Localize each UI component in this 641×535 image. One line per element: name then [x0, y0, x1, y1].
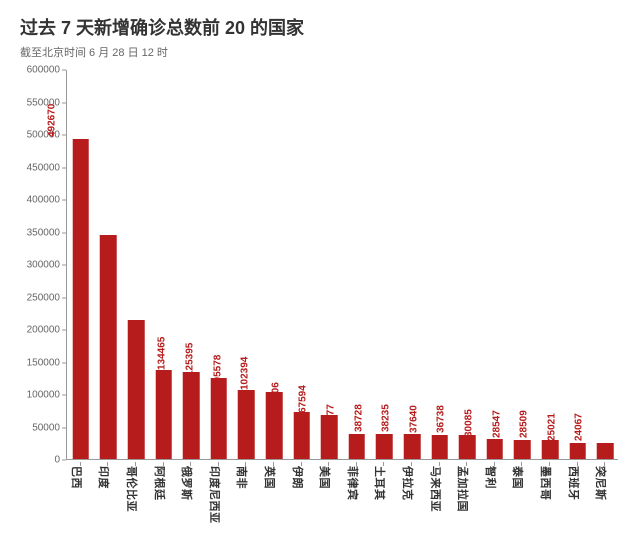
bar-slot: 105578: [233, 70, 261, 459]
bar-slot: 38977: [343, 70, 371, 459]
bar-slot: 492670: [67, 70, 95, 459]
y-tick-label: 450000: [27, 162, 60, 173]
bar: 136458: [155, 370, 172, 459]
x-category-label: 俄罗斯: [179, 466, 195, 501]
bar-slot: 30085: [481, 70, 509, 459]
bar-value-label: 24067: [574, 414, 585, 444]
chart-container: 过去 7 天新增确诊总数前 20 的国家 截至北京时间 6 月 28 日 12 …: [0, 0, 641, 535]
chart-subtitle: 截至北京时间 6 月 28 日 12 时: [20, 44, 621, 60]
bar: 105578: [238, 390, 255, 459]
bar: 28547: [514, 440, 531, 459]
bar-slot: 134465: [177, 70, 205, 459]
x-category-label: 哥伦比亚: [124, 466, 140, 512]
bar-slot: 67594: [315, 70, 343, 459]
bar: 24067: [597, 443, 614, 459]
x-category-label: 巴西: [69, 466, 85, 489]
bar: 134465: [183, 372, 200, 459]
bar: 37640: [431, 435, 448, 459]
y-axis: 0500001000001500002000002500003000003500…: [20, 70, 66, 460]
y-tick-label: 0: [54, 455, 60, 466]
bar-slot: 125395: [205, 70, 233, 459]
chart-plot: 0 50000 100000 150000 200000 250000 300000 3500…: [20, 70, 620, 520]
y-tick-label: 350000: [27, 227, 60, 238]
y-tick-label: 150000: [27, 357, 60, 368]
bar-value-label: 37640: [408, 405, 419, 435]
bar-slot: 28509: [536, 70, 564, 459]
y-tick-label: 250000: [27, 292, 60, 303]
bar: 25021: [569, 443, 586, 459]
bar-value-label: 213550: [102, 285, 113, 320]
bar-value-label: 28547: [491, 411, 502, 441]
bar-slot: 136458: [150, 70, 178, 459]
bars-group: 4926703446022135501364581344651253951055…: [67, 70, 618, 459]
x-category-label: 伊拉克: [400, 466, 416, 501]
bar-value-label: 136458: [129, 335, 140, 370]
bar: 344602: [100, 235, 117, 459]
bar-value-label: 36738: [436, 405, 447, 435]
bar-slot: 38235: [398, 70, 426, 459]
x-category-label: 印度: [96, 466, 112, 489]
x-category-label: 西班牙: [566, 466, 582, 501]
bar: 38977: [349, 434, 366, 459]
y-tick-label: 300000: [27, 260, 60, 271]
bar-value-label: 344602: [74, 200, 85, 235]
bar-slot: 213550: [122, 70, 150, 459]
bar-value-label: 30085: [463, 410, 474, 440]
x-category-label: 阿根廷: [152, 466, 168, 501]
bar-value-label: 28509: [519, 411, 530, 441]
y-tick-label: 600000: [27, 65, 60, 76]
bar-value-label: 492670: [47, 103, 58, 138]
x-category-label: 泰国: [510, 466, 526, 489]
x-category-label: 菲律宾: [345, 466, 361, 501]
bar-slot: 28547: [509, 70, 537, 459]
y-tick-label: 400000: [27, 195, 60, 206]
bar: 28509: [542, 440, 559, 459]
x-category-label: 墨西哥: [538, 466, 554, 501]
x-category-label: 美国: [317, 466, 333, 489]
x-category-label: 智利: [483, 466, 499, 489]
bar-slot: 36738: [453, 70, 481, 459]
x-category-label: 南非: [234, 466, 250, 489]
x-category-label: 伊朗: [290, 466, 306, 489]
bar-value-label: 102394: [240, 357, 251, 392]
bar: 38235: [404, 434, 421, 459]
chart-area: 4926703446022135501364581344651253951055…: [66, 70, 618, 460]
chart-title: 过去 7 天新增确诊总数前 20 的国家: [20, 18, 621, 40]
bar-value-label: 67594: [298, 385, 309, 415]
x-category-label: 英国: [262, 466, 278, 489]
bar: 38728: [376, 434, 393, 459]
bar-value-label: 134465: [157, 336, 168, 371]
bar-value-label: 72606: [270, 382, 281, 412]
bar-slot: 37640: [426, 70, 454, 459]
bar-value-label: 105578: [212, 355, 223, 390]
x-category-label: 孟加拉国: [455, 466, 471, 512]
x-category-label: 印度尼西亚: [207, 466, 223, 524]
bar-slot: 25021: [564, 70, 592, 459]
bar: 492670: [73, 139, 90, 459]
bar-slot: 38728: [371, 70, 399, 459]
bar: 30085: [487, 439, 504, 459]
bar-value-label: 38977: [325, 404, 336, 434]
x-category-label: 突尼斯: [593, 466, 609, 501]
bar-value-label: 125395: [185, 342, 196, 377]
y-tick-label: 50000: [32, 422, 60, 433]
bar-value-label: 38728: [353, 404, 364, 434]
y-tick-label: 200000: [27, 325, 60, 336]
bar-value-label: 38235: [381, 404, 392, 434]
bar: 72606: [293, 412, 310, 459]
x-category-label: 马来西亚: [428, 466, 444, 512]
bar-slot: 344602: [95, 70, 123, 459]
y-tick-label: 100000: [27, 390, 60, 401]
bar-slot: 24067: [591, 70, 619, 459]
bar-value-label: 25021: [546, 413, 557, 443]
x-category-label: 土耳其: [372, 466, 388, 501]
